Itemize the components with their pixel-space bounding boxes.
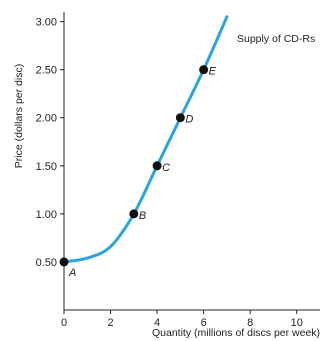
- y-tick-label: 1.00: [36, 209, 57, 221]
- y-tick-label: 3.00: [36, 17, 57, 29]
- point-a-marker: [59, 257, 69, 267]
- x-axis-ticks: 0 2 4 6 8 10: [61, 310, 303, 329]
- x-tick-label: 8: [247, 317, 253, 329]
- y-tick-label: 2.50: [36, 65, 57, 77]
- supply-curve: [62, 15, 229, 264]
- curve-label: Supply of CD-Rs: [237, 33, 315, 45]
- y-axis-title: Price (dollars per disc): [13, 64, 25, 168]
- point-a-label: A: [68, 267, 76, 279]
- y-tick-label: 0.50: [36, 257, 57, 269]
- y-axis-ticks: 0.50 1.00 1.50 2.00 2.50 3.00: [36, 17, 64, 269]
- x-tick-label: 6: [201, 317, 207, 329]
- point-b-marker: [129, 209, 139, 219]
- point-e-label: E: [209, 66, 217, 78]
- x-tick-label: 4: [154, 317, 160, 329]
- curve-points: A B C D E: [59, 65, 217, 279]
- y-tick-label: 1.50: [36, 161, 57, 173]
- point-b-label: B: [139, 210, 146, 222]
- point-c-label: C: [162, 162, 170, 174]
- x-tick-label: 10: [291, 317, 303, 329]
- y-tick-label: 2.00: [36, 113, 57, 125]
- point-d-label: D: [185, 114, 193, 126]
- point-d-marker: [175, 113, 185, 123]
- point-c-marker: [152, 161, 162, 171]
- x-tick-label: 2: [107, 317, 113, 329]
- x-tick-label: 0: [61, 317, 67, 329]
- point-e-marker: [199, 65, 209, 75]
- x-axis-title: Quantity (millions of discs per week): [152, 327, 320, 339]
